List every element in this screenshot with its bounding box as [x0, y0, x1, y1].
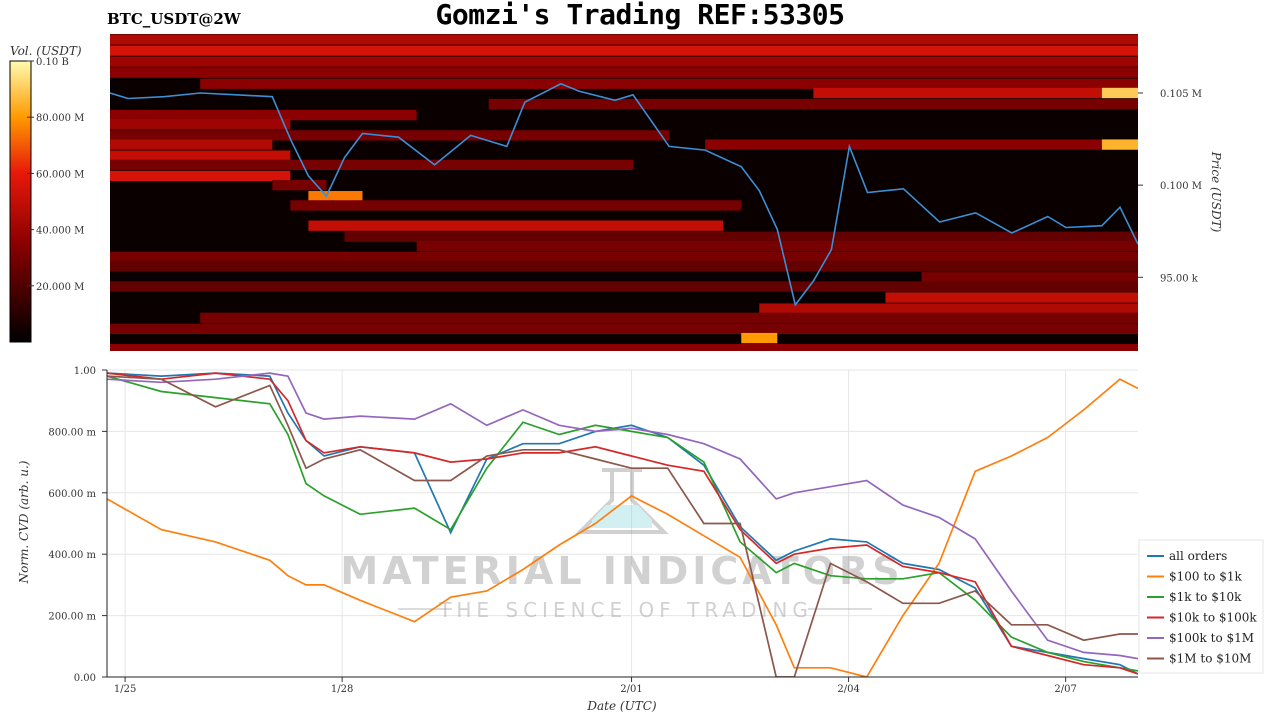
heatmap-band: [110, 251, 1138, 263]
legend: all orders $100 to $1k $1k to $10k $10k to …: [1138, 539, 1264, 674]
heatmap-band: [110, 323, 1138, 335]
heatmap-band: [200, 312, 1138, 323]
heatmap-band: [308, 191, 363, 202]
heatmap-band: [813, 87, 1138, 99]
price-axis-ticks: 0.105 M 0.100 M 95.00 k: [1138, 89, 1202, 284]
price-tick-label: 0.100 M: [1160, 181, 1202, 192]
heatmap-band: [290, 200, 742, 211]
heatmap-band: [110, 45, 1138, 56]
heatmap-band: [488, 98, 1138, 110]
watermark-logo: [575, 468, 669, 534]
heatmap-band: [110, 130, 670, 141]
legend-entry: $100 to $1k: [1169, 570, 1242, 584]
heatmap-band: [110, 67, 1138, 78]
colorbar-tick-label: 40.000 M: [36, 226, 84, 237]
cvd-y-tick-label: 400.00 m: [48, 550, 96, 561]
heatmap-band: [110, 56, 1138, 67]
heatmap-bands: [110, 34, 1138, 351]
heatmap-band: [110, 139, 273, 150]
heatmap-band: [110, 261, 1138, 272]
heatmap-band: [344, 231, 1138, 242]
colorbar-tick-label: 20.000 M: [36, 282, 84, 293]
cvd-y-axis-label: Norm. CVD (arb. u.): [17, 460, 31, 584]
price-line: [110, 82, 1138, 307]
cvd-line--1k-to-10k: [107, 375, 1138, 672]
colorbar-tick-label: 0.10 B: [36, 57, 69, 68]
heatmap-band: [110, 119, 291, 130]
cvd-series: [107, 372, 1138, 677]
cvd-y-tick-label: 0.00: [74, 673, 96, 684]
cvd-y-tick-label: 600.00 m: [48, 489, 96, 500]
colorbar-tick-label: 80.000 M: [36, 113, 84, 124]
cvd-line--100-to-1k: [107, 378, 1138, 677]
heatmap-band: [200, 78, 1138, 89]
colorbar: [9, 60, 32, 343]
price-tick-label: 95.00 k: [1160, 273, 1199, 284]
cvd-line--100k-to-1m: [107, 372, 1138, 660]
heatmap-band: [110, 159, 634, 171]
cvd-y-tick-label: 200.00 m: [48, 612, 96, 623]
heatmap-band: [110, 150, 291, 161]
legend-entry: $10k to $100k: [1169, 611, 1257, 625]
heatmap-band: [110, 170, 291, 182]
cvd-line--10k-to-100k: [107, 372, 1138, 675]
cvd-y-tick-label: 800.00 m: [48, 427, 96, 438]
watermark-subtitle: THE SCIENCE OF TRADING: [438, 598, 813, 622]
date-axis-ticks: 1/25 1/28 2/01 2/04 2/07: [114, 677, 1077, 695]
heatmap-band: [110, 34, 1138, 45]
legend-entry: $100k to $1M: [1169, 631, 1254, 645]
heatmap-band: [741, 332, 778, 344]
legend-entry: all orders: [1169, 549, 1227, 563]
heatmap-band: [1101, 139, 1138, 150]
date-tick-label: 2/07: [1054, 684, 1076, 695]
legend-entry: $1M to $10M: [1169, 652, 1251, 666]
date-tick-label: 1/28: [331, 684, 353, 695]
heatmap-band: [1101, 87, 1138, 99]
price-tick-label: 0.105 M: [1160, 89, 1202, 100]
colorbar-label: Vol. (USDT): [10, 44, 82, 58]
heatmap-band: [110, 281, 1138, 292]
heatmap-band: [921, 272, 1138, 283]
legend-entry: $1k to $10k: [1169, 590, 1242, 604]
heatmap-band: [308, 220, 724, 231]
cvd-y-tick-label: 1.00: [74, 366, 96, 377]
colorbar-ticks: 0.10 B 80.000 M 60.000 M 40.000 M 20.000 M: [27, 57, 84, 293]
heatmap-band: [272, 179, 327, 191]
date-tick-label: 2/04: [837, 684, 859, 695]
heatmap-band: [110, 343, 1138, 351]
heatmap-band: [416, 240, 1138, 252]
chart-title: Gomzi's Trading REF:53305: [435, 0, 845, 31]
cvd-y-axis-ticks: 1.00 800.00 m 600.00 m 400.00 m 200.00 m 0.00: [48, 366, 107, 684]
cvd-line--1m-to-10m: [107, 375, 1138, 677]
cvd-plot-area: [107, 370, 1138, 677]
heatmap-band: [885, 292, 1138, 303]
date-tick-label: 2/01: [620, 684, 642, 695]
watermark-title: MATERIAL INDICATORS: [340, 549, 903, 593]
date-axis-label: Date (UTC): [586, 699, 656, 713]
price-axis-label: Price (USDT): [1209, 151, 1223, 233]
heatmap-band: [110, 109, 417, 121]
colorbar-tick-label: 60.000 M: [36, 169, 84, 180]
ticker-label: BTC_USDT@2W: [107, 10, 241, 28]
date-tick-label: 1/25: [114, 684, 136, 695]
heatmap-band: [705, 139, 1138, 150]
heatmap-band: [759, 303, 1138, 314]
